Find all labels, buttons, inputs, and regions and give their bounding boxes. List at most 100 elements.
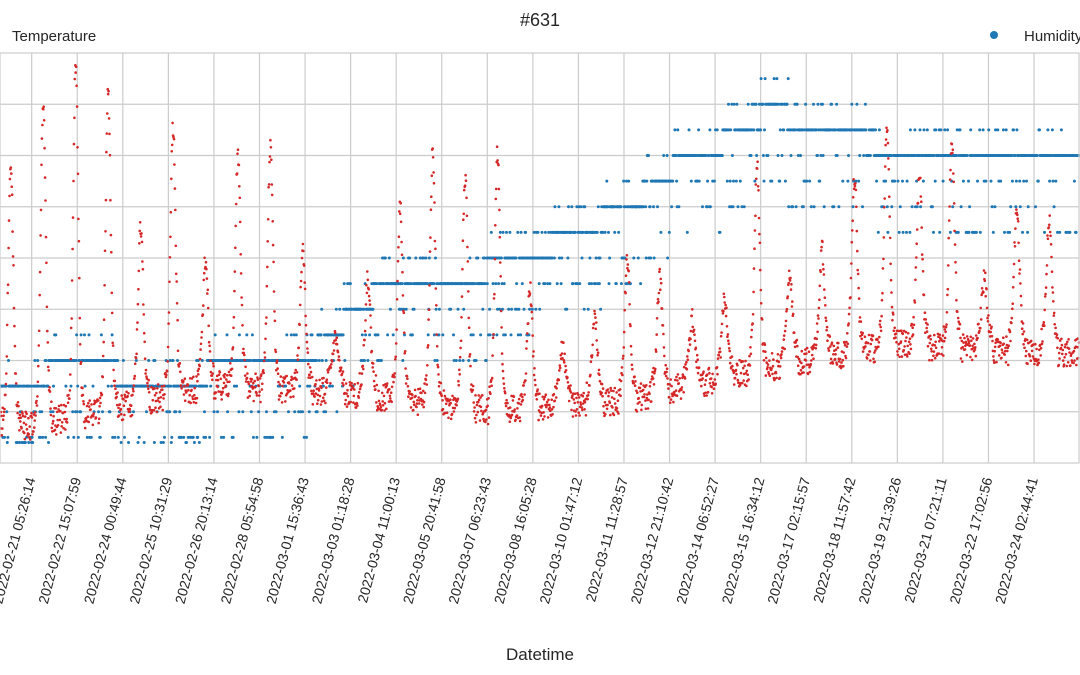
humidity-point [1038, 128, 1041, 132]
temperature-point [27, 432, 31, 436]
temperature-point [810, 353, 814, 357]
x-tick-label: 2022-02-24 00:49:44 [81, 475, 130, 605]
humidity-point [249, 359, 253, 362]
temperature-point [309, 370, 313, 374]
temperature-point [982, 269, 986, 272]
temperature-point [193, 393, 196, 397]
humidity-point [571, 282, 575, 286]
humidity-point [461, 359, 465, 362]
temperature-point [797, 357, 801, 361]
humidity-point [708, 205, 712, 209]
humidity-point [263, 435, 267, 439]
humidity-point [505, 230, 508, 234]
temperature-point [43, 146, 46, 150]
temperature-point [354, 406, 358, 409]
temperature-point [864, 345, 867, 348]
temperature-point [555, 382, 559, 385]
humidity-point [306, 384, 310, 388]
temperature-point [915, 228, 919, 231]
humidity-point [575, 205, 579, 209]
temperature-point [842, 364, 845, 368]
temperature-point [494, 197, 498, 201]
temperature-point [199, 342, 203, 346]
temperature-point [883, 165, 887, 168]
temperature-point [622, 346, 626, 349]
humidity-point [830, 102, 834, 106]
temperature-point [5, 372, 8, 375]
temperature-point [829, 357, 833, 361]
temperature-point [572, 398, 576, 401]
temperature-point [937, 352, 941, 355]
temperature-point [911, 326, 914, 330]
temperature-point [292, 395, 295, 398]
temperature-point [586, 394, 590, 397]
temperature-point [499, 275, 503, 278]
temperature-point [888, 195, 891, 198]
temperature-point [526, 332, 529, 335]
temperature-point [1007, 344, 1010, 348]
humidity-point [847, 154, 850, 157]
temperature-point [643, 393, 646, 396]
temperature-point [888, 236, 892, 240]
temperature-point [759, 288, 763, 292]
temperature-point [269, 146, 273, 149]
temperature-point [840, 361, 843, 364]
temperature-point [230, 367, 234, 371]
humidity-point [308, 384, 312, 388]
humidity-point [452, 359, 456, 362]
temperature-point [187, 388, 190, 392]
temperature-point [992, 359, 996, 362]
humidity-point [647, 154, 650, 157]
humidity-point [910, 205, 914, 209]
temperature-point [126, 394, 129, 398]
temperature-point [420, 391, 423, 395]
temperature-point [330, 360, 334, 363]
humidity-point [388, 307, 392, 311]
temperature-point [1018, 268, 1022, 271]
temperature-point [226, 394, 230, 398]
temperature-point [869, 342, 873, 346]
temperature-point [248, 390, 252, 393]
temperature-point [441, 399, 444, 402]
temperature-point [167, 322, 170, 325]
humidity-point [515, 282, 519, 286]
temperature-point [837, 341, 840, 345]
temperature-point [859, 334, 862, 338]
temperature-point [741, 381, 744, 385]
temperature-point [762, 359, 766, 362]
temperature-point [846, 342, 850, 346]
temperature-point [640, 408, 643, 412]
humidity-point [837, 205, 841, 209]
temperature-point [993, 345, 997, 349]
temperature-point [654, 348, 658, 351]
temperature-point [1022, 330, 1026, 333]
temperature-point [770, 352, 774, 355]
temperature-point [610, 396, 614, 399]
temperature-point [524, 379, 527, 382]
temperature-point [334, 331, 337, 335]
temperature-point [92, 414, 95, 418]
temperature-point [389, 391, 393, 395]
temperature-point [238, 196, 242, 200]
temperature-point [883, 197, 886, 200]
temperature-point [243, 353, 246, 357]
humidity-point [908, 128, 912, 132]
temperature-point [1029, 359, 1033, 363]
humidity-point [674, 154, 678, 157]
temperature-point [267, 183, 271, 186]
temperature-point [111, 341, 114, 345]
temperature-point [45, 261, 48, 265]
temperature-point [341, 381, 344, 385]
humidity-point [1074, 230, 1078, 234]
temperature-point [933, 344, 937, 347]
temperature-point [662, 346, 666, 349]
temperature-point [1051, 286, 1054, 289]
temperature-point [202, 271, 206, 275]
temperature-point [200, 330, 204, 334]
temperature-point [264, 337, 267, 341]
temperature-point [532, 350, 535, 353]
humidity-point [43, 384, 46, 388]
humidity-point [191, 435, 195, 439]
temperature-point [963, 348, 967, 351]
humidity-point [659, 230, 663, 234]
